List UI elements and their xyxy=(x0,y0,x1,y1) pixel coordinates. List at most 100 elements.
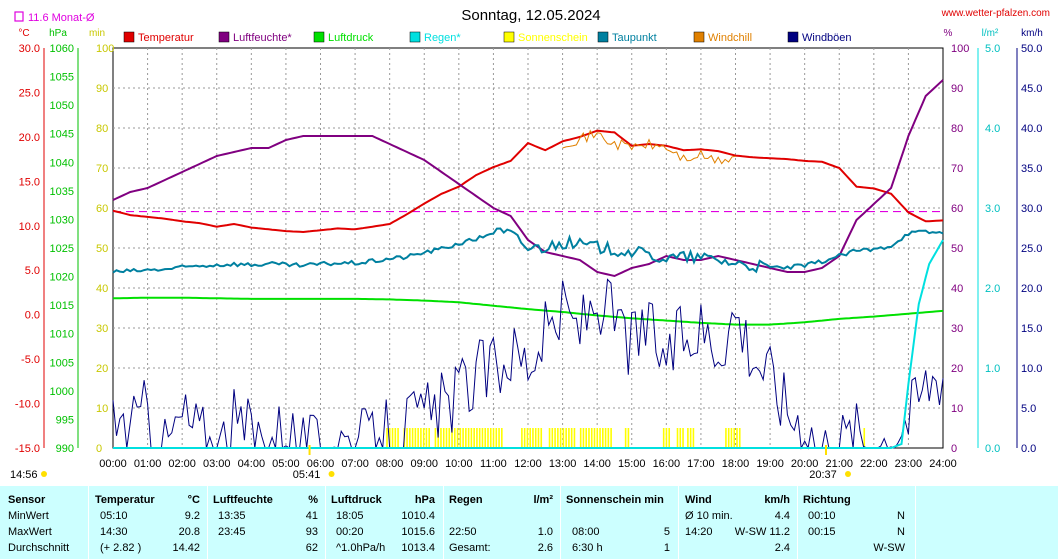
sunshine-bar xyxy=(627,428,630,448)
sunshine-bar xyxy=(406,428,408,448)
unit-min: min xyxy=(89,28,105,39)
sunshine-bar xyxy=(498,428,500,448)
stats-divider xyxy=(797,486,798,559)
x-tick-label: 18:00 xyxy=(722,458,750,470)
hpa-tick-label: 1050 xyxy=(50,100,74,112)
sunshine-bar xyxy=(548,428,551,448)
x-tick-label: 14:00 xyxy=(583,458,611,470)
sunshine-bar xyxy=(388,428,391,448)
sun-icon xyxy=(41,471,47,477)
stats-wind-value: W-SW 11.2 xyxy=(734,526,790,538)
hpa-tick-label: 1020 xyxy=(50,272,74,284)
sunshine-bar xyxy=(562,428,565,448)
min-tick-label: 60 xyxy=(96,203,108,215)
stats-dir-value: W-SW xyxy=(873,542,905,554)
sunshine-bar xyxy=(863,428,866,448)
sunshine-bar xyxy=(489,428,492,448)
sunshine-bar xyxy=(557,428,559,448)
sunshine-bar xyxy=(689,428,692,448)
stats-temp-value: 9.2 xyxy=(184,510,200,522)
site-url: www.wetter-pfalzen.com xyxy=(941,8,1050,19)
pct-tick-label: 0 xyxy=(951,443,957,455)
stats-divider xyxy=(560,486,561,559)
temp-tick-label: 5.0 xyxy=(25,265,40,277)
sunshine-bar xyxy=(727,428,730,448)
sunshine-bar xyxy=(668,428,671,448)
sunshine-bar xyxy=(599,428,601,448)
min-tick-label: 100 xyxy=(96,43,114,55)
stats-row-label: MaxWert xyxy=(8,526,52,538)
stats-sun-time: 6:30 h xyxy=(572,542,603,554)
sunshine-bar xyxy=(411,428,414,448)
sunshine-bar xyxy=(607,428,610,448)
sunshine-bar xyxy=(409,428,411,448)
min-tick-label: 80 xyxy=(96,123,108,135)
sunshine-bar xyxy=(537,428,540,448)
sunshine-bar xyxy=(501,428,503,448)
hpa-tick-label: 1060 xyxy=(50,43,74,55)
sunshine-bar xyxy=(523,428,526,448)
current-time: 14:56 xyxy=(10,469,38,481)
sunshine-bar xyxy=(665,428,668,448)
sunshine-bar xyxy=(425,428,428,448)
series-line-regen xyxy=(113,239,944,449)
stats-sun-value: 5 xyxy=(663,526,670,538)
legend-label: Regen* xyxy=(424,32,461,44)
sunshine-bar xyxy=(428,428,430,448)
stats-sun-value: 1 xyxy=(663,542,670,554)
hpa-tick-label: 1035 xyxy=(50,186,74,198)
stats-header-rain: Regen xyxy=(449,494,483,506)
x-tick-label: 04:00 xyxy=(238,458,266,470)
kmh-tick-label: 0.0 xyxy=(1021,443,1036,455)
unit-hpa: hPa xyxy=(49,28,67,39)
legend-swatch xyxy=(597,31,609,43)
stats-dir-time: 00:10 xyxy=(808,510,836,522)
pct-tick-label: 90 xyxy=(951,83,963,95)
sunshine-bar xyxy=(386,428,388,448)
x-tick-label: 06:00 xyxy=(307,458,335,470)
hpa-tick-label: 1015 xyxy=(50,300,74,312)
sunshine-bar xyxy=(521,428,523,448)
stats-header-rain-unit: l/m² xyxy=(533,494,553,506)
pct-tick-label: 50 xyxy=(951,243,963,255)
sunshine-bar xyxy=(596,428,599,448)
sunshine-bar xyxy=(534,428,537,448)
stats-rain-time: 22:50 xyxy=(449,526,477,538)
sunshine-bar xyxy=(484,428,487,448)
stats-hum-value: 41 xyxy=(305,510,318,522)
temp-tick-label: -15.0 xyxy=(15,443,40,455)
sunshine-bar xyxy=(420,428,422,448)
sunshine-bar xyxy=(590,428,593,448)
legend-swatch xyxy=(787,31,799,43)
legend-label: Windböen xyxy=(802,32,852,44)
stats-press-value: 1010.4 xyxy=(401,510,435,522)
series-line-windben xyxy=(112,278,944,450)
x-tick-label: 08:00 xyxy=(376,458,404,470)
sunshine-bar xyxy=(448,428,451,448)
stats-rain-value: 2.6 xyxy=(537,542,553,554)
stats-row-label: Durchschnitt xyxy=(8,542,70,554)
x-tick-label: 10:00 xyxy=(445,458,473,470)
pct-tick-label: 40 xyxy=(951,283,963,295)
sunshine-bar xyxy=(470,428,473,448)
lm2-tick-label: 0.0 xyxy=(985,443,1000,455)
sunshine-bar xyxy=(492,428,495,448)
hpa-tick-label: 1055 xyxy=(50,72,74,84)
stats-wind-time: 14:20 xyxy=(685,526,713,538)
sunshine-bar xyxy=(604,428,607,448)
lm2-tick-label: 4.0 xyxy=(985,123,1000,135)
stats-hum-value: 62 xyxy=(305,542,318,554)
stats-hum-time: 13:35 xyxy=(218,510,246,522)
stats-dir-value: N xyxy=(897,526,905,538)
chart-title: Sonntag, 12.05.2024 xyxy=(461,7,600,24)
sunshine-bar xyxy=(434,428,437,448)
legend-swatch xyxy=(503,31,515,43)
stats-divider xyxy=(915,486,916,559)
unit-kmh: km/h xyxy=(1021,28,1043,39)
pct-tick-label: 30 xyxy=(951,323,963,335)
min-tick-label: 30 xyxy=(96,323,108,335)
kmh-tick-label: 40.0 xyxy=(1021,123,1042,135)
pct-tick-label: 60 xyxy=(951,203,963,215)
sunshine-bar xyxy=(476,428,478,448)
stats-rain-time: Gesamt: xyxy=(449,542,491,554)
